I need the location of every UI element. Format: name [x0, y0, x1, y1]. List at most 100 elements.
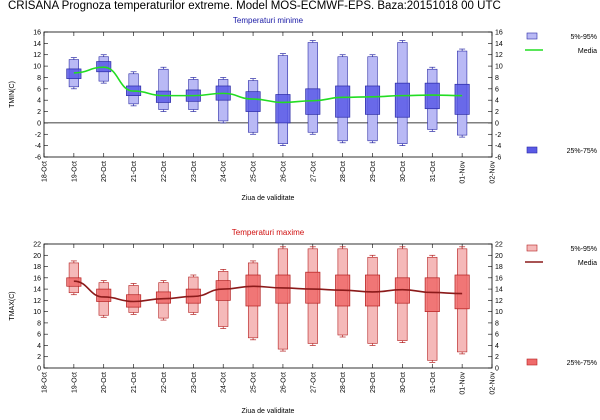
legend-label-mean: Media [578, 260, 597, 267]
y-tick-label-right: 16 [495, 30, 503, 37]
legend-label-outer: 5%-95% [571, 246, 597, 253]
y-tick-label: 4 [37, 343, 41, 350]
box-inner [96, 288, 112, 302]
box-outer [158, 68, 169, 110]
x-tick-label: 20-Oct [101, 372, 108, 393]
box-outer [307, 42, 318, 133]
y-axis-label: TMAX(C) [9, 291, 16, 320]
x-tick-label: 01-Nov [460, 372, 467, 395]
box-inner [155, 90, 171, 103]
box-inner [215, 280, 231, 301]
x-tick-label: 24-Oct [221, 372, 228, 393]
y-tick-label-right: -4 [495, 143, 501, 150]
x-tick-label: 25-Oct [251, 372, 258, 393]
box-inner [245, 274, 261, 307]
y-tick-label-right: 0 [495, 120, 499, 127]
y-tick-label: -6 [35, 155, 41, 162]
legend-label-inner: 25%-75% [567, 360, 597, 367]
y-tick-label: 8 [37, 320, 41, 327]
x-tick-label: 19-Oct [71, 161, 78, 182]
box-inner [365, 274, 381, 307]
box-inner [275, 274, 291, 304]
box-inner [155, 291, 171, 304]
y-tick-label-right: 6 [495, 86, 499, 93]
y-tick-label: 2 [37, 109, 41, 116]
y-tick-label: 10 [33, 64, 41, 71]
y-tick-label: 2 [37, 354, 41, 361]
x-tick-label: 31-Oct [430, 372, 437, 393]
chart-title-max: Temperaturi maxime [232, 228, 305, 237]
plot-frame [43, 31, 493, 158]
y-tick-label-right: 18 [495, 264, 503, 271]
y-tick-label-right: 0 [495, 366, 499, 373]
y-tick-label: 12 [33, 298, 41, 305]
x-tick-label: 30-Oct [400, 372, 407, 393]
box-inner [424, 82, 440, 110]
x-tick-label: 02-Nov [490, 372, 497, 395]
x-tick-label: 27-Oct [310, 372, 317, 393]
box-inner [394, 82, 410, 118]
x-tick-label: 21-Oct [131, 372, 138, 393]
x-tick-label: 19-Oct [71, 372, 78, 393]
y-tick-label-right: 14 [495, 41, 503, 48]
box-inner [245, 91, 261, 112]
y-tick-label: -4 [35, 143, 41, 150]
y-tick-label-right: 10 [495, 309, 503, 316]
legend-swatch-inner [526, 358, 538, 366]
x-tick-label: 22-Oct [161, 161, 168, 182]
y-tick-label-right: 2 [495, 109, 499, 116]
y-tick-label-right: -2 [495, 132, 501, 139]
legend-swatch-outer [526, 244, 538, 252]
y-tick-label: 20 [33, 253, 41, 260]
y-tick-label-right: 10 [495, 64, 503, 71]
chart-panel-min: Temperaturi minime -6 -6 -4 -4 -2 -2 0 0 2 2 4 4 6 6 8 8… [9, 16, 597, 202]
y-tick-label: 14 [33, 287, 41, 294]
page-title: CRISANA Prognoza temperaturilor extreme.… [8, 0, 501, 12]
y-tick-label: 16 [33, 30, 41, 37]
box-inner [454, 274, 470, 310]
legend-swatch-outer [526, 32, 538, 40]
y-tick-label: 4 [37, 98, 41, 105]
box-inner [335, 85, 351, 118]
y-tick-label-right: 14 [495, 287, 503, 294]
box-inner [424, 277, 440, 312]
y-tick-label-right: 12 [495, 52, 503, 59]
y-tick-label-right: 2 [495, 354, 499, 361]
legend-swatch-inner [526, 146, 538, 154]
y-tick-label: 18 [33, 264, 41, 271]
y-tick-label: 8 [37, 75, 41, 82]
y-tick-label: 10 [33, 309, 41, 316]
y-tick-label: 0 [37, 120, 41, 127]
y-tick-label: 6 [37, 86, 41, 93]
y-tick-label-right: 4 [495, 343, 499, 350]
y-tick-label-right: 4 [495, 98, 499, 105]
x-tick-label: 24-Oct [221, 161, 228, 182]
y-tick-label: 0 [37, 366, 41, 373]
x-tick-label: 31-Oct [430, 161, 437, 182]
mean-line [73, 66, 463, 104]
box-inner [365, 85, 381, 115]
x-tick-label: 28-Oct [340, 372, 347, 393]
x-tick-label: 23-Oct [191, 372, 198, 393]
y-tick-label: 12 [33, 52, 41, 59]
mean-line [73, 280, 463, 303]
y-tick-label-right: 8 [495, 320, 499, 327]
x-tick-label: 01-Nov [460, 161, 467, 184]
y-tick-label-right: 12 [495, 298, 503, 305]
chart-title-min: Temperaturi minime [233, 16, 304, 25]
legend-label-mean: Media [578, 48, 597, 55]
y-tick-label-right: 20 [495, 253, 503, 260]
y-tick-label: 22 [33, 242, 41, 249]
x-tick-label: 21-Oct [131, 161, 138, 182]
x-tick-label: 25-Oct [251, 161, 258, 182]
y-tick-label: 6 [37, 332, 41, 339]
box-inner [275, 94, 291, 124]
y-axis-label: TMIN(C) [9, 81, 16, 108]
y-tick-label-right: 8 [495, 75, 499, 82]
legend-label-inner: 25%-75% [567, 148, 597, 155]
x-axis-label: Ziua de validitate [242, 195, 295, 202]
x-tick-label: 30-Oct [400, 161, 407, 182]
x-tick-label: 20-Oct [101, 161, 108, 182]
